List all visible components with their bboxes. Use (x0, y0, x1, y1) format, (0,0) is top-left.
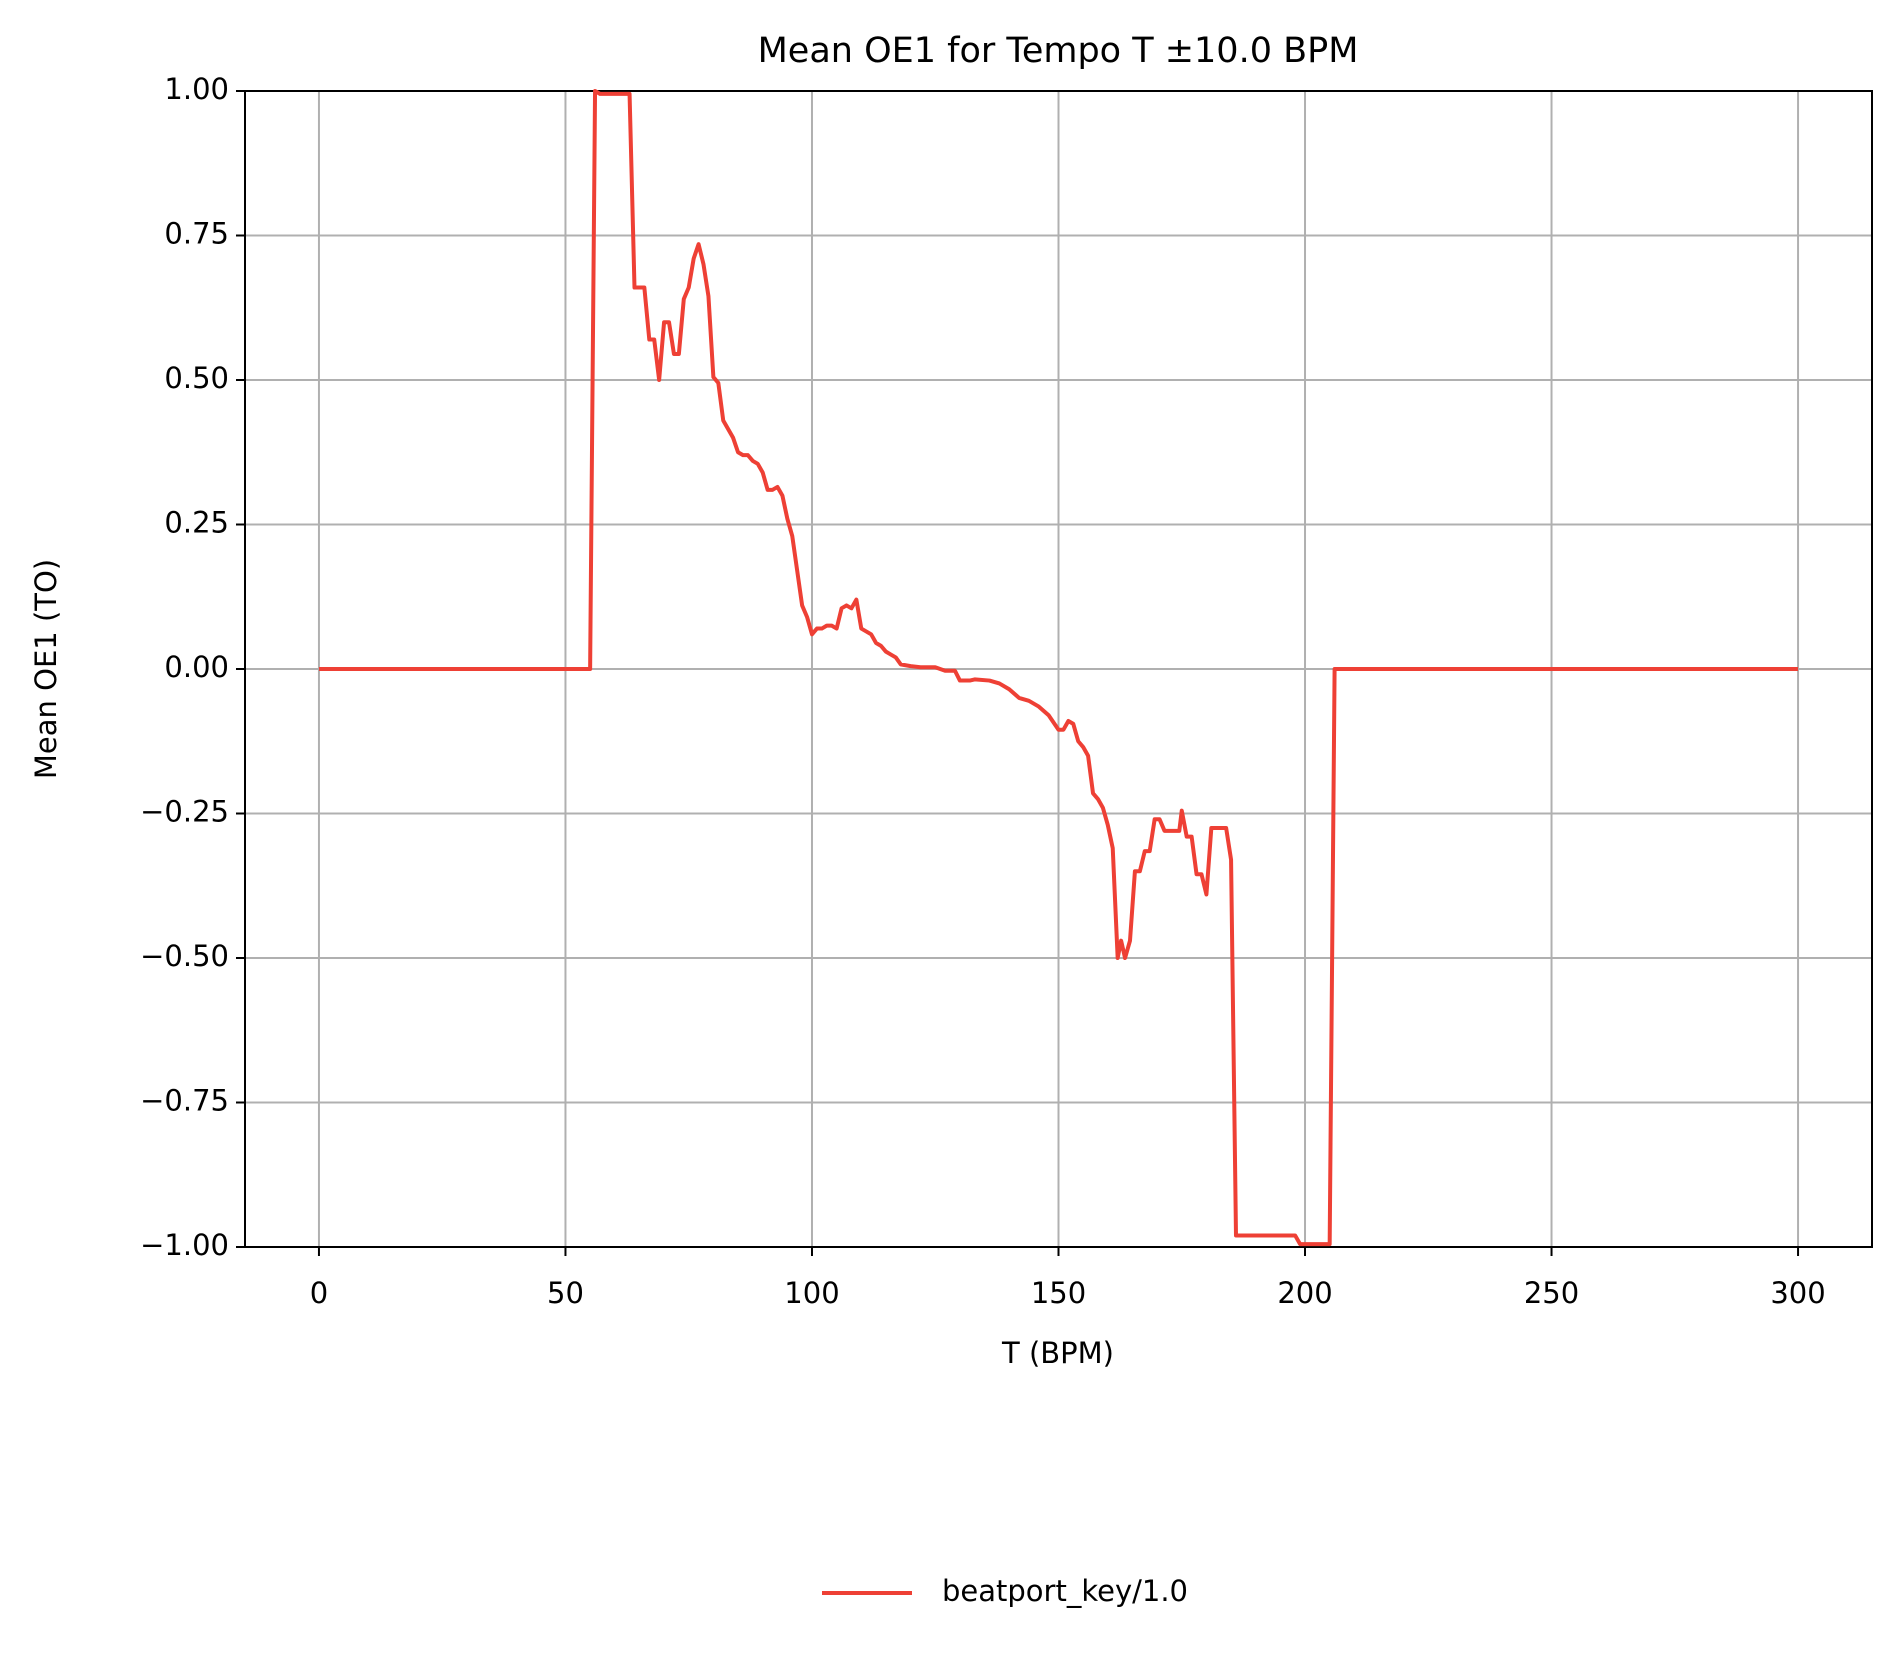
x-tick-label: 150 (1031, 1276, 1086, 1310)
y-tick-label: −0.25 (140, 795, 229, 829)
chart-title: Mean OE1 for Tempo T ±10.0 BPM (758, 31, 1359, 71)
x-tick-label: 0 (310, 1276, 328, 1310)
y-tick-label: 0.75 (164, 217, 229, 251)
y-tick-label: 0.25 (164, 506, 229, 540)
x-tick-label: 200 (1277, 1276, 1332, 1310)
y-tick-label: −0.50 (140, 939, 229, 973)
x-tick-label: 50 (547, 1276, 584, 1310)
line (318, 89, 1799, 1247)
y-tick-label: 0.50 (164, 361, 229, 395)
y-tick-label: 0.00 (164, 650, 229, 684)
legend-label: beatport_key/1.0 (942, 1574, 1188, 1608)
x-tick-label: 250 (1524, 1276, 1579, 1310)
y-tick-label: −0.75 (140, 1084, 229, 1118)
x-tick-label: 100 (784, 1276, 839, 1310)
y-tick-label: −1.00 (140, 1228, 229, 1262)
plot-frame (244, 90, 1873, 1248)
x-tick-label: 300 (1770, 1276, 1825, 1310)
y-tick-label: 1.00 (164, 72, 229, 106)
y-axis-label: Mean OE1 (TO) (29, 559, 63, 779)
x-axis-label: T (BPM) (1001, 1336, 1114, 1370)
